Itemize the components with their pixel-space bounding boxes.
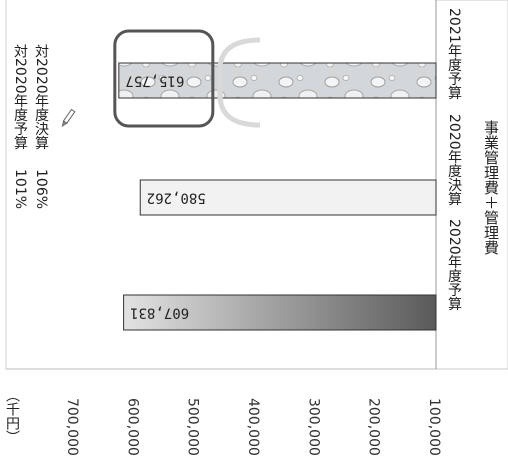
pencil-icon <box>61 108 76 128</box>
value-tick-label: 700,000 <box>64 398 80 456</box>
annotation-label-budget: 対2020年度予算 <box>12 44 28 150</box>
bar-2020-budget <box>123 294 437 331</box>
value-tick-label: 500,000 <box>185 398 201 456</box>
bar-value-label: 580,262 <box>147 190 206 206</box>
category-axis-title: 事業管理費＋管理費 <box>482 120 500 255</box>
bar-2020-settlement <box>139 179 437 216</box>
value-tick-labels: 100,000 200,000 300,000 400,000 500,000 600,0… <box>64 398 442 456</box>
value-tick-label: 200,000 <box>366 398 382 456</box>
bar-value-label: 615,757 <box>125 73 184 89</box>
highlight-shadow <box>217 37 261 128</box>
category-label-2021-budget: 2021年度予算 <box>446 8 462 100</box>
annotation-value-budget: 101% <box>12 169 28 209</box>
bars-group: 607,831 580,262 615,757 <box>113 29 437 331</box>
bar-value-label: 607,831 <box>130 305 189 321</box>
unit-label: （千円） <box>4 388 20 444</box>
highlight-box <box>113 29 215 128</box>
value-tick-label: 600,000 <box>124 398 140 456</box>
value-tick-label: 300,000 <box>305 398 321 456</box>
category-label-2020-budget: 2020年度予算 <box>446 219 462 311</box>
annotation-value-settlement: 106% <box>33 169 49 209</box>
value-tick-label: 100,000 <box>426 398 442 456</box>
category-label-2020-settlement: 2020年度決算 <box>446 114 462 206</box>
bar-2021-budget <box>118 62 437 99</box>
value-tick-label: 400,000 <box>245 398 261 456</box>
annotation-label-settlement: 対2020年度決算 <box>33 44 49 150</box>
